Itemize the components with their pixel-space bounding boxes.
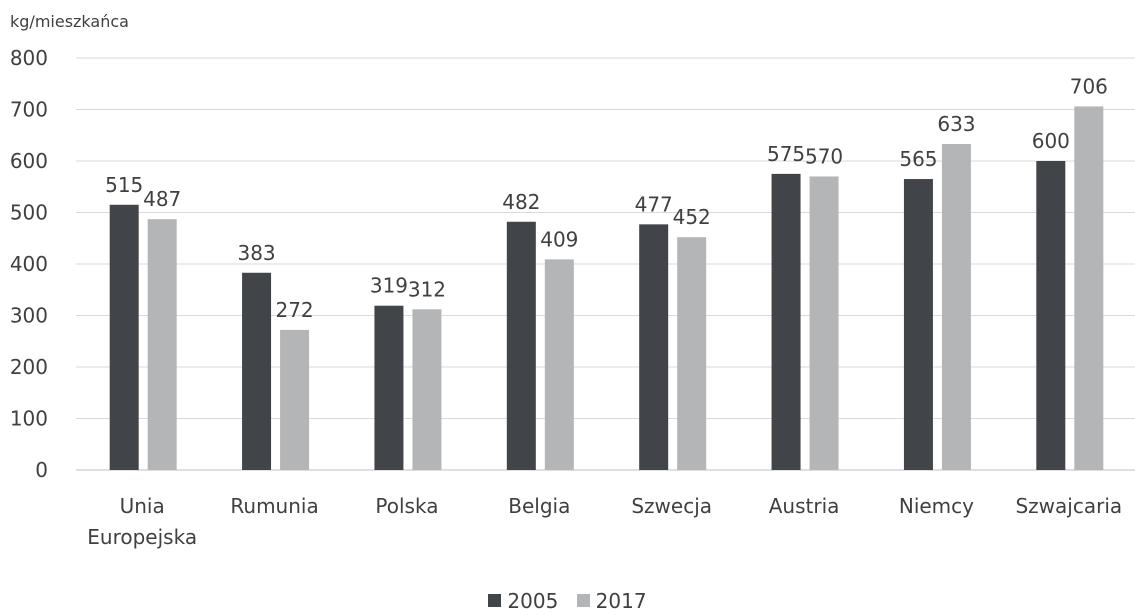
x-tick-label: Belgia — [508, 494, 570, 518]
bar-2005 — [506, 221, 536, 470]
legend-item-2005: 2005 — [488, 589, 558, 613]
x-tick-label: Europejska — [87, 525, 197, 549]
bar-2005 — [1036, 161, 1066, 470]
bar-2005 — [109, 204, 139, 470]
y-tick-label: 800 — [10, 46, 48, 70]
data-label-2005: 383 — [237, 241, 275, 265]
bar-2017 — [412, 309, 442, 470]
x-tick-label: Szwecja — [631, 494, 712, 518]
x-tick-label: Rumunia — [230, 494, 318, 518]
y-tick-label: 600 — [10, 149, 48, 173]
data-label-2017: 706 — [1070, 74, 1108, 98]
bar-2005 — [903, 179, 933, 470]
y-tick-label: 700 — [10, 98, 48, 122]
bar-2017 — [544, 259, 574, 470]
y-tick-label: 100 — [10, 407, 48, 431]
legend-item-2017: 2017 — [576, 588, 647, 613]
bar-2017 — [1074, 106, 1104, 470]
data-label-2017: 312 — [408, 277, 446, 301]
bar-2005 — [242, 272, 272, 470]
data-label-2017: 452 — [673, 205, 711, 229]
y-tick-label: 500 — [10, 201, 48, 225]
x-tick-label: Austria — [769, 494, 840, 518]
x-tick-label: Polska — [375, 494, 438, 518]
bar-2017 — [941, 144, 971, 470]
data-label-2005: 565 — [899, 147, 937, 171]
x-tick-label: Szwajcaria — [1015, 494, 1122, 518]
bar-2005 — [374, 305, 404, 470]
data-label-2005: 319 — [370, 274, 408, 298]
legend-swatch-2005 — [488, 594, 502, 607]
bar-2017 — [147, 219, 177, 470]
data-label-2017: 409 — [540, 227, 578, 251]
data-label-2005: 600 — [1032, 129, 1070, 153]
x-tick-label: Unia — [120, 494, 165, 518]
data-label-2017: 487 — [143, 187, 181, 211]
bar-2017 — [809, 176, 839, 470]
legend-label-2017: 2017 — [595, 588, 647, 613]
data-label-2017: 633 — [937, 112, 975, 136]
data-label-2017: 570 — [805, 144, 843, 168]
y-axis-label: kg/mieszkańca — [10, 12, 129, 31]
data-label-2005: 515 — [105, 173, 143, 197]
bar-2017 — [677, 237, 707, 470]
y-tick-label: 0 — [35, 458, 48, 482]
bar-chart: 0 100 200 300 400 500 600 700 800 515 383 319 482 477… — [10, 46, 1135, 549]
bar-2005 — [771, 173, 801, 470]
data-label-2005: 477 — [635, 192, 673, 216]
y-tick-label: 400 — [10, 252, 48, 276]
data-label-2005: 575 — [767, 142, 805, 166]
y-tick-label: 200 — [10, 355, 48, 379]
bar-2017 — [280, 329, 310, 470]
data-label-2017: 272 — [275, 298, 313, 322]
bar-2005 — [639, 224, 669, 470]
legend: 2005 2017 — [0, 588, 1135, 613]
legend-label-2005: 2005 — [507, 588, 559, 613]
data-label-2005: 482 — [502, 190, 540, 214]
x-tick-label: Niemcy — [899, 494, 974, 518]
legend-swatch-2017 — [576, 594, 590, 607]
y-tick-label: 300 — [10, 304, 48, 328]
